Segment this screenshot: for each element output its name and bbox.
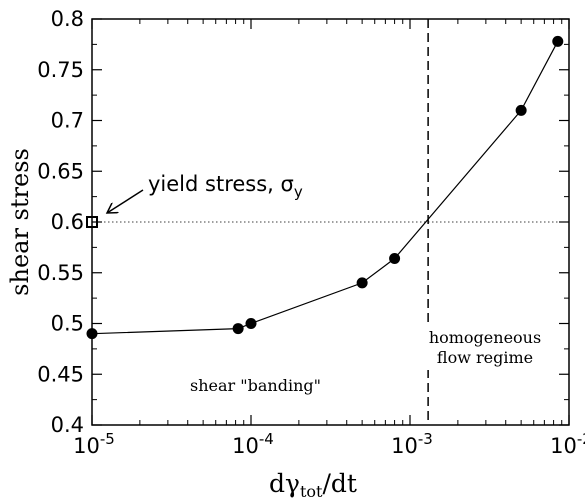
data-point xyxy=(232,323,244,335)
axis-ticks xyxy=(91,18,570,426)
y-tick-label: 0.75 xyxy=(37,58,84,82)
y-tick-label: 0.45 xyxy=(37,362,84,386)
shear-banding-label: shear "banding" xyxy=(190,376,321,395)
y-tick-labels: 0.4 0.45 0.5 0.55 0.6 0.65 0.7 0.75 0.8 xyxy=(37,7,84,437)
yield-stress-label: yield stress, σy xyxy=(148,172,303,201)
x-axis-title: dγtot/dt xyxy=(269,469,357,499)
y-tick-label: 0.55 xyxy=(37,261,84,285)
x-tick-label: 10-4 xyxy=(232,430,274,458)
y-tick-label: 0.6 xyxy=(51,210,84,234)
y-tick-label: 0.4 xyxy=(51,413,84,437)
y-tick-label: 0.5 xyxy=(51,312,84,336)
homogeneous-label-line2: flow regime xyxy=(437,348,533,367)
x-tick-label: 10-5 xyxy=(73,430,115,458)
data-point xyxy=(245,318,257,329)
data-point xyxy=(356,277,368,289)
data-point xyxy=(552,35,564,47)
data-point xyxy=(389,253,401,265)
homogeneous-flow-label: homogeneous flow regime xyxy=(425,323,547,370)
yield-stress-arrow xyxy=(107,189,144,213)
y-tick-label: 0.7 xyxy=(51,109,84,133)
y-tick-label: 0.65 xyxy=(37,159,84,183)
x-tick-label: 10-3 xyxy=(391,430,433,458)
y-tick-label: 0.8 xyxy=(51,7,84,31)
y-axis-title: shear stress xyxy=(6,148,34,296)
homogeneous-label-line1: homogeneous xyxy=(429,328,541,347)
data-point xyxy=(515,104,527,116)
x-tick-label: 10-2 xyxy=(550,430,585,458)
x-tick-labels: 10-5 10-4 10-3 10-2 xyxy=(73,430,585,458)
